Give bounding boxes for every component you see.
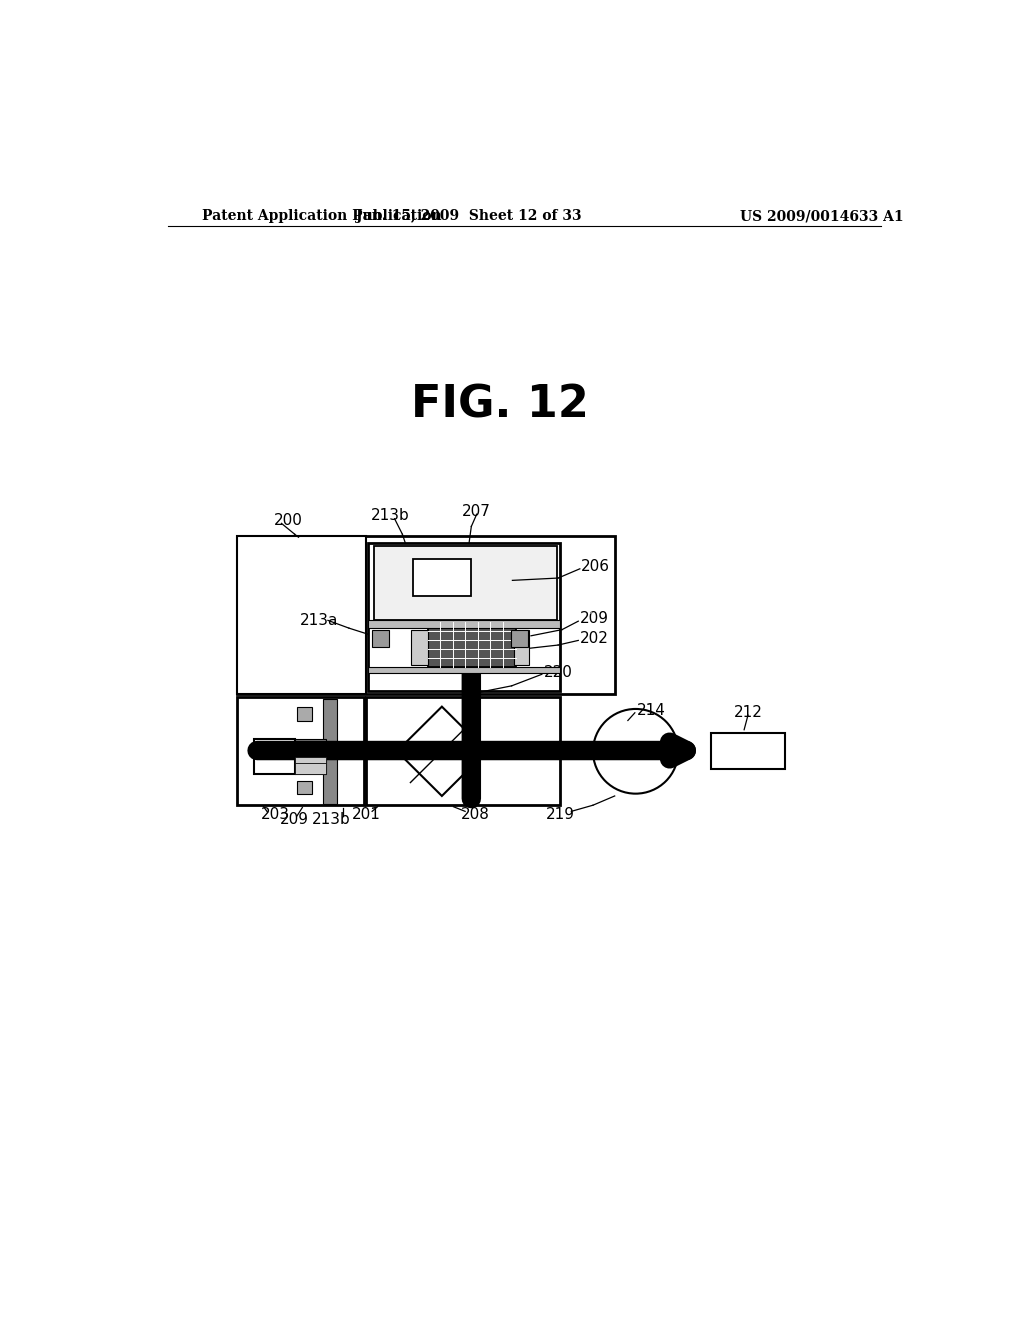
Bar [428, 622, 515, 667]
Bar [414, 558, 471, 595]
Bar [375, 545, 557, 620]
Bar [237, 536, 614, 693]
Bar [254, 739, 295, 775]
Text: 214: 214 [636, 704, 666, 718]
Polygon shape [397, 706, 486, 796]
Bar [369, 544, 560, 692]
Bar [295, 763, 326, 775]
Bar [369, 620, 560, 628]
Text: 203: 203 [261, 807, 290, 822]
Text: 207: 207 [462, 503, 492, 519]
Text: 209: 209 [281, 812, 309, 826]
Text: 201: 201 [352, 807, 381, 822]
Bar [366, 697, 560, 805]
Text: FIG. 12: FIG. 12 [411, 383, 589, 426]
Bar [297, 706, 311, 721]
Bar [411, 630, 428, 665]
Text: ·: · [589, 605, 595, 624]
Text: 219: 219 [546, 807, 574, 822]
Bar [711, 733, 785, 770]
Bar [372, 630, 389, 647]
Text: 209: 209 [580, 611, 609, 627]
Text: 213b: 213b [371, 508, 410, 523]
Text: 206: 206 [582, 558, 610, 574]
Bar [237, 697, 365, 805]
Circle shape [593, 709, 678, 793]
Text: 208: 208 [461, 807, 489, 822]
Text: Jan. 15, 2009  Sheet 12 of 33: Jan. 15, 2009 Sheet 12 of 33 [356, 209, 582, 223]
Text: US 2009/0014633 A1: US 2009/0014633 A1 [740, 209, 904, 223]
Bar [295, 756, 326, 763]
Bar [237, 536, 366, 693]
Bar [297, 780, 311, 793]
Bar [514, 630, 529, 665]
Text: 200: 200 [273, 512, 302, 528]
Text: 220: 220 [544, 665, 572, 680]
Text: 213b: 213b [311, 812, 350, 826]
Text: 212: 212 [734, 705, 763, 721]
Text: 202: 202 [580, 631, 608, 645]
Bar [295, 739, 326, 775]
Text: 213a: 213a [300, 612, 338, 628]
Text: Patent Application Publication: Patent Application Publication [202, 209, 441, 223]
Bar [369, 667, 560, 673]
Bar [324, 700, 337, 804]
Bar [511, 630, 528, 647]
